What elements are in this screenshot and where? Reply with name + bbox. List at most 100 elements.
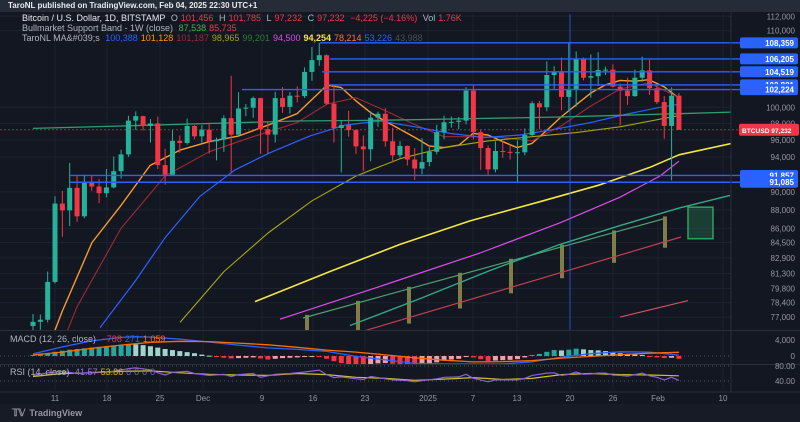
candle <box>647 70 653 89</box>
price-tick: 84,500 <box>771 238 796 247</box>
candle <box>346 125 352 131</box>
close-label: C <box>307 13 315 23</box>
candle <box>214 139 219 142</box>
price-tick: 100,000 <box>766 103 795 112</box>
legend-value: 1,059 <box>142 334 166 344</box>
main-pane <box>30 14 731 353</box>
level-badge <box>740 53 798 65</box>
candle <box>639 70 645 78</box>
price-tick: 88,000 <box>771 206 796 215</box>
candle <box>375 113 381 118</box>
candle <box>191 125 197 137</box>
legend-value: 101,187 <box>176 33 209 43</box>
legend-value: −788 <box>101 334 122 344</box>
candle <box>588 76 594 78</box>
candle <box>448 121 454 123</box>
rsi-line <box>32 367 680 383</box>
candle <box>632 77 638 97</box>
rsi-title: RSI (14, close) <box>10 367 70 377</box>
time-tick: 20 <box>566 394 575 403</box>
candle <box>206 129 212 142</box>
level-badge-text: 106,205 <box>765 55 794 64</box>
symbol-title: Bitcoin / U.S. Dollar, 1D, BITSTAMP <box>22 13 166 23</box>
time-axis[interactable]: 11 18 25 Dec 9 16 23 2025 7 13 20 26 Feb 10 <box>51 394 728 403</box>
legend-value: 78,214 <box>334 33 362 43</box>
price-tick: 81,300 <box>771 269 796 278</box>
legend-value: 100,388 <box>105 33 138 43</box>
candle <box>551 71 557 76</box>
candle <box>529 103 535 136</box>
price-tick: 79,800 <box>771 284 796 293</box>
support-resistance-lines[interactable] <box>70 42 757 183</box>
candle <box>89 182 95 187</box>
candle <box>412 159 418 169</box>
footer-bar: 𝕋𝕍 TradingView <box>0 404 800 422</box>
candle <box>661 102 667 126</box>
legend-value: 43,988 <box>395 33 423 43</box>
legend-bullmarket-row[interactable]: Bullmarket Support Band - 1W (close) 87,… <box>22 23 240 33</box>
candle <box>37 319 43 322</box>
candle <box>118 154 124 172</box>
candle <box>544 75 550 108</box>
change-value: −4,225 (−4.16%) <box>350 13 418 23</box>
price-tick: 96,000 <box>771 136 796 145</box>
candle <box>669 95 675 126</box>
tradingview-logo[interactable]: 𝕋𝕍 <box>12 407 25 419</box>
ma-78214 <box>619 300 689 318</box>
price-scale[interactable]: 112,000110,000100,00098,00096,00094,0009… <box>739 12 799 386</box>
time-tick: 2025 <box>419 394 437 403</box>
level-badge <box>740 66 798 78</box>
candle <box>133 116 139 121</box>
legend-mabs-row[interactable]: TaroNL MA&#039;s 100,388 101,128 101,187 98… <box>22 33 426 43</box>
legend-value: 0 <box>126 367 132 377</box>
rising-channel[interactable] <box>302 216 682 353</box>
candle <box>243 107 249 109</box>
candle <box>30 321 36 327</box>
candle <box>316 55 322 61</box>
legend-value: 94,254 <box>303 33 331 43</box>
rsi-pane <box>0 365 731 383</box>
legend-macd-row[interactable]: MACD (12, 26, close) −788 271 1,059 <box>10 334 168 344</box>
legend-rsi-row[interactable]: RSI (14, close) 41.57 53.86 0 0 0 0 <box>10 367 158 377</box>
candle <box>507 151 513 153</box>
candle <box>294 95 300 97</box>
candle <box>456 120 462 122</box>
bullmarket-green <box>349 194 731 327</box>
candle <box>155 123 161 166</box>
candle <box>140 116 146 126</box>
volume-value: 1.76K <box>438 13 462 23</box>
volume-label: Vol <box>422 13 436 23</box>
mabs-title: TaroNL MA&#039;s <box>22 33 100 43</box>
last-price-badge-text: BTCUSD 97,232 <box>742 128 792 135</box>
macd-tick: 0 <box>791 352 796 361</box>
legend-value: 41.57 <box>75 367 98 377</box>
publish-bar: TaroNL published on TradingView.com, Feb… <box>0 0 800 12</box>
macd-tick: 4,000 <box>775 336 796 345</box>
rsi-tick: 80.00 <box>775 362 796 371</box>
time-tick: Feb <box>651 394 665 403</box>
level-badge-text: 91,857 <box>770 171 795 180</box>
candle <box>67 187 73 211</box>
candle <box>59 203 65 211</box>
tradingview-brand[interactable]: TradingView <box>29 408 83 418</box>
legend-value: 0 <box>134 367 140 377</box>
candle <box>309 60 315 72</box>
candle <box>125 120 131 155</box>
price-chart[interactable]: 112,000110,000100,00098,00096,00094,0009… <box>0 12 800 404</box>
legend-symbol-row[interactable]: Bitcoin / U.S. Dollar, 1D, BITSTAMP O 101… <box>22 13 465 23</box>
macd-line <box>32 336 679 365</box>
legend-value: 0 <box>150 367 156 377</box>
candle <box>595 70 601 77</box>
legend-value: 53,226 <box>364 33 393 43</box>
projection-box[interactable] <box>687 206 714 240</box>
last-price-badge <box>739 123 799 136</box>
candle <box>111 171 117 188</box>
legend-value: 0 <box>142 367 148 377</box>
candle <box>463 90 469 121</box>
candle <box>397 145 403 156</box>
candle <box>434 132 440 152</box>
legend-value: 53.86 <box>100 367 124 377</box>
open-label: O <box>170 13 178 23</box>
time-tick: 25 <box>156 394 165 403</box>
